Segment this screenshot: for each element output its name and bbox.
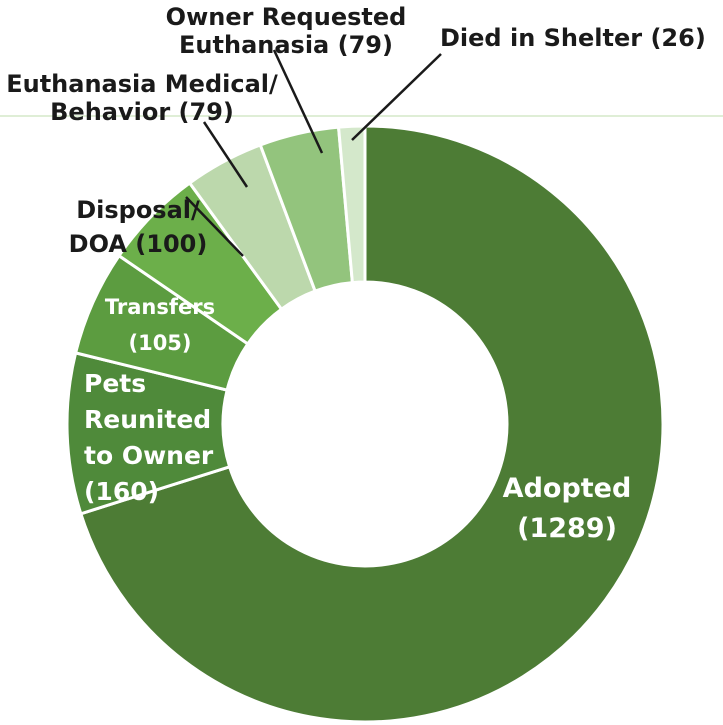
slice-label-2-line-1: (105) [128, 331, 191, 355]
slice-label-5-line-0: Owner Requested [166, 3, 407, 31]
slice-label-2: Transfers (105) [105, 295, 215, 355]
slice-label-3-line-0: Disposal/ [76, 196, 200, 224]
slice-label-6-line-0: Died in Shelter (26) [440, 24, 706, 52]
slice-label-3-line-1: DOA (100) [69, 230, 208, 258]
slice-label-6: Died in Shelter (26) [440, 24, 706, 52]
slice-label-2-line-0: Transfers [105, 295, 215, 319]
slice-label-1-line-2: to Owner [84, 441, 214, 470]
slice-label-1-line-1: Reunited [84, 405, 211, 434]
slice-label-0: Adopted (1289) [503, 473, 632, 544]
slice-label-4-line-1: Behavior (79) [50, 98, 234, 126]
slice-label-1: Pets Reunited to Owner (160) [84, 369, 214, 506]
slice-label-5: Owner Requested Euthanasia (79) [166, 3, 407, 59]
slice-label-1-line-3: (160) [84, 477, 159, 506]
slice-label-4-line-0: Euthanasia Medical/ [6, 70, 278, 98]
slice-label-5-line-1: Euthanasia (79) [179, 31, 393, 59]
slice-label-1-line-0: Pets [84, 369, 146, 398]
slice-label-0-line-0: Adopted [503, 473, 632, 504]
slice-label-4: Euthanasia Medical/Behavior (79) [6, 70, 278, 126]
donut-slice-0 [78, 124, 665, 724]
slice-label-3: Disposal/DOA (100) [69, 196, 208, 258]
slice-label-0-line-1: (1289) [517, 513, 617, 544]
leader-line-4 [202, 121, 249, 188]
leader-line-3 [185, 196, 244, 257]
leader-line-5 [272, 49, 324, 154]
leader-line-6 [351, 53, 442, 141]
donut-slice-6 [336, 124, 367, 285]
